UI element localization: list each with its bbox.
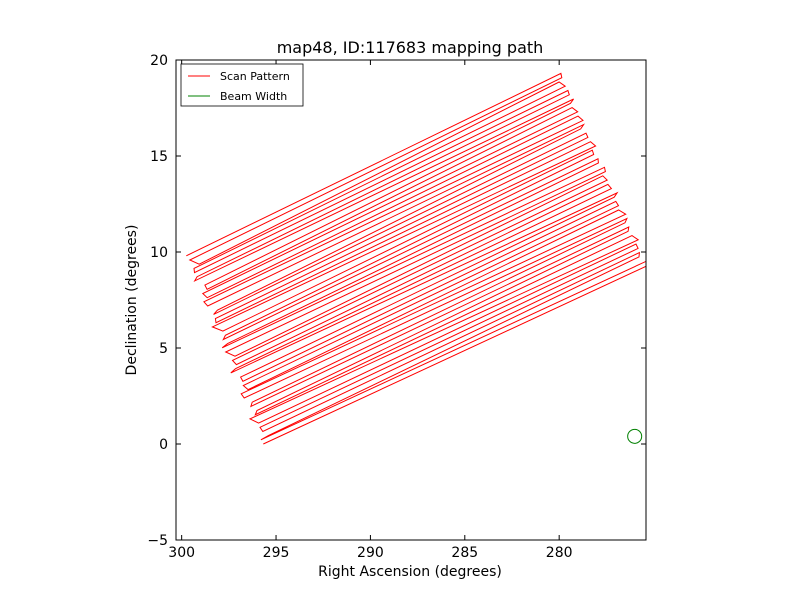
x-tick-label: 290 (357, 545, 384, 561)
y-tick-label: −5 (147, 533, 168, 549)
y-tick-label: 5 (159, 341, 168, 357)
chart-title: map48, ID:117683 mapping path (277, 38, 544, 57)
y-tick-label: 15 (150, 149, 168, 165)
y-tick-label: 10 (150, 245, 168, 261)
y-tick-label: 0 (159, 437, 168, 453)
x-tick-label: 295 (263, 545, 290, 561)
x-tick-label: 285 (451, 545, 478, 561)
legend-scan-label: Scan Pattern (220, 70, 290, 83)
x-tick-label: 300 (168, 545, 195, 561)
x-tick-label: 280 (546, 545, 573, 561)
y-tick-label: 20 (150, 53, 168, 69)
legend-beam-label: Beam Width (220, 90, 287, 103)
legend: Scan Pattern Beam Width (181, 64, 303, 106)
x-axis-label: Right Ascension (degrees) (318, 564, 502, 580)
y-axis-label: Declination (degrees) (124, 225, 140, 376)
